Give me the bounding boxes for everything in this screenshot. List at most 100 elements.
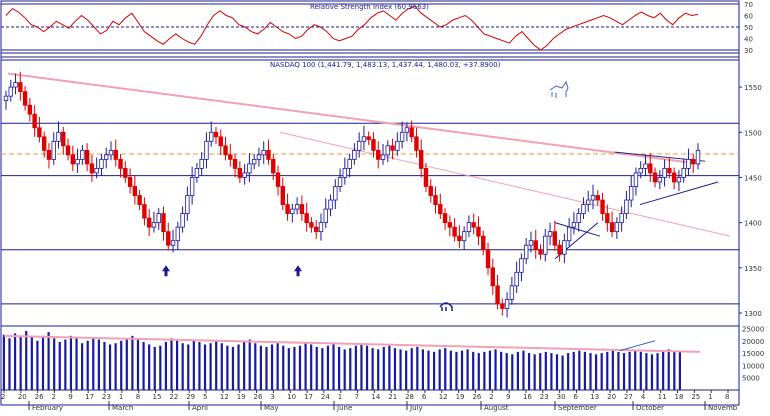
candle-up bbox=[251, 158, 257, 165]
candle-down bbox=[490, 267, 495, 287]
candle-down bbox=[376, 149, 381, 160]
candle-up bbox=[624, 199, 629, 214]
candle-down bbox=[237, 168, 243, 178]
triangle-lower-line bbox=[639, 181, 719, 206]
volume-bar bbox=[488, 350, 492, 390]
x-tick-label: 7 bbox=[355, 393, 359, 401]
volume-bar bbox=[416, 346, 419, 390]
candle-up bbox=[170, 240, 176, 246]
volume-bar bbox=[650, 354, 654, 390]
x-tick-label: 1 bbox=[338, 393, 342, 401]
x-tick-label: 25 bbox=[691, 393, 700, 401]
x-tick-label: 23 bbox=[540, 393, 549, 401]
volume-bar bbox=[427, 350, 430, 390]
x-tick-label: 28 bbox=[405, 393, 414, 401]
volume-bar bbox=[287, 348, 290, 390]
candle-down bbox=[113, 149, 118, 160]
volume-bar bbox=[527, 353, 531, 390]
volume-bar bbox=[125, 338, 128, 390]
candle-up bbox=[404, 127, 410, 133]
volume-bar bbox=[561, 355, 564, 390]
price-title: NASDAQ 100 (1,441.79, 1,483.13, 1,437.44… bbox=[270, 61, 501, 69]
candle-up bbox=[695, 149, 701, 165]
volume-bar bbox=[539, 353, 542, 390]
volume-y-tick-label: 25000 bbox=[742, 325, 764, 333]
volume-bar bbox=[8, 338, 11, 390]
candle-down bbox=[500, 303, 505, 309]
candle-up bbox=[256, 154, 262, 160]
candle-up bbox=[189, 177, 195, 196]
candle-down bbox=[271, 158, 276, 174]
candle-down bbox=[433, 195, 438, 205]
candle-down bbox=[280, 186, 285, 205]
candle-down bbox=[390, 145, 395, 151]
x-tick-label: 3 bbox=[270, 393, 274, 401]
candle-up bbox=[156, 213, 161, 224]
candle-up bbox=[385, 145, 390, 156]
volume-bar bbox=[19, 335, 22, 390]
candle-up bbox=[242, 172, 247, 178]
x-tick-label: 18 bbox=[674, 393, 683, 401]
candle-up bbox=[504, 299, 510, 309]
candle-down bbox=[61, 131, 66, 147]
volume-bar bbox=[639, 351, 642, 390]
volume-bar bbox=[215, 340, 218, 390]
candle-down bbox=[476, 226, 481, 237]
candle-down bbox=[652, 172, 658, 183]
bull-icon bbox=[549, 80, 569, 98]
volume-bar bbox=[472, 351, 475, 390]
candle-up bbox=[199, 158, 204, 169]
volume-y-tick-label: 20000 bbox=[742, 338, 764, 346]
volume-bar bbox=[360, 343, 363, 390]
volume-bar bbox=[399, 349, 402, 390]
month-label: March bbox=[112, 404, 133, 412]
candle-down bbox=[213, 131, 219, 138]
volume-bar bbox=[617, 351, 620, 390]
candle-down bbox=[471, 222, 476, 228]
x-tick-label: 8 bbox=[725, 393, 729, 401]
candle-down bbox=[304, 213, 309, 224]
up-arrow-icon bbox=[294, 265, 302, 277]
candle-down bbox=[423, 168, 429, 187]
volume-bar bbox=[142, 342, 145, 390]
volume-bar bbox=[298, 345, 302, 390]
candle-down bbox=[447, 222, 453, 228]
month-label: April bbox=[192, 404, 208, 412]
volume-bar bbox=[460, 350, 464, 390]
candle-down bbox=[557, 244, 562, 255]
price-y-tick-label: 1300 bbox=[744, 310, 762, 318]
candle-up bbox=[361, 136, 367, 142]
candle-up bbox=[628, 186, 634, 201]
volume-bar bbox=[511, 354, 514, 390]
candle-up bbox=[662, 168, 667, 178]
x-tick-label: 4 bbox=[641, 393, 646, 401]
volume-bar bbox=[237, 344, 240, 390]
candle-down bbox=[218, 136, 223, 147]
month-label: September bbox=[558, 404, 597, 412]
candle-down bbox=[409, 127, 414, 138]
candle-up bbox=[337, 177, 343, 187]
volume-bar bbox=[315, 346, 318, 390]
candle-up bbox=[333, 186, 338, 201]
volume-bar bbox=[97, 339, 100, 390]
x-tick-label: 26 bbox=[35, 393, 44, 401]
volume-bar bbox=[270, 344, 274, 390]
candle-down bbox=[414, 136, 419, 151]
volume-bar bbox=[516, 351, 519, 390]
candle-down bbox=[481, 235, 486, 251]
candle-up bbox=[461, 231, 467, 242]
volume-bar bbox=[678, 351, 681, 390]
x-tick-label: 26 bbox=[472, 393, 481, 401]
month-label: Novemb bbox=[708, 404, 738, 412]
candle-up bbox=[614, 222, 620, 233]
price-y-tick-label: 1550 bbox=[744, 84, 762, 92]
candle-up bbox=[108, 149, 114, 156]
x-tick-label: 6 bbox=[573, 393, 578, 401]
volume-bar bbox=[343, 349, 346, 390]
volume-bar bbox=[393, 348, 397, 390]
month-label: August bbox=[484, 404, 509, 412]
volume-bar bbox=[444, 348, 447, 390]
volume-bar bbox=[410, 348, 413, 390]
up-arrow-icon bbox=[162, 265, 170, 277]
candle-down bbox=[228, 154, 233, 160]
